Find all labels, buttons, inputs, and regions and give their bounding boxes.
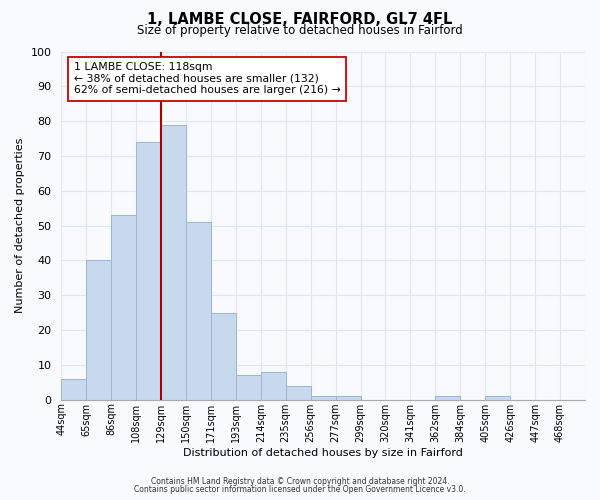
Text: Contains HM Land Registry data © Crown copyright and database right 2024.: Contains HM Land Registry data © Crown c… bbox=[151, 477, 449, 486]
Bar bbox=[86, 260, 111, 400]
Bar bbox=[61, 379, 86, 400]
Y-axis label: Number of detached properties: Number of detached properties bbox=[15, 138, 25, 314]
Text: 1, LAMBE CLOSE, FAIRFORD, GL7 4FL: 1, LAMBE CLOSE, FAIRFORD, GL7 4FL bbox=[148, 12, 452, 28]
Bar bbox=[161, 124, 186, 400]
Bar bbox=[436, 396, 460, 400]
Text: Size of property relative to detached houses in Fairford: Size of property relative to detached ho… bbox=[137, 24, 463, 37]
Bar bbox=[211, 312, 236, 400]
Bar bbox=[261, 372, 286, 400]
X-axis label: Distribution of detached houses by size in Fairford: Distribution of detached houses by size … bbox=[183, 448, 463, 458]
Bar bbox=[186, 222, 211, 400]
Text: 1 LAMBE CLOSE: 118sqm
← 38% of detached houses are smaller (132)
62% of semi-det: 1 LAMBE CLOSE: 118sqm ← 38% of detached … bbox=[74, 62, 340, 95]
Bar bbox=[136, 142, 161, 400]
Text: Contains public sector information licensed under the Open Government Licence v3: Contains public sector information licen… bbox=[134, 484, 466, 494]
Bar bbox=[311, 396, 335, 400]
Bar bbox=[485, 396, 510, 400]
Bar bbox=[236, 376, 261, 400]
Bar bbox=[111, 215, 136, 400]
Bar bbox=[335, 396, 361, 400]
Bar bbox=[286, 386, 311, 400]
